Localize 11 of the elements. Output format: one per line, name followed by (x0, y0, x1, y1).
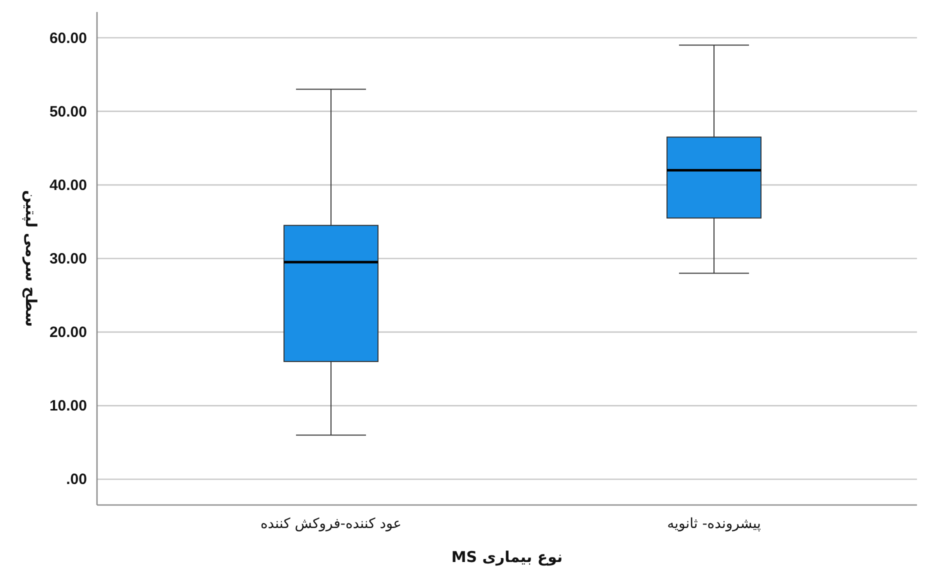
y-tick-label: 10.00 (49, 398, 87, 415)
y-tick-label: .00 (66, 471, 87, 488)
y-tick-label: 60.00 (49, 30, 87, 47)
y-tick-label: 40.00 (49, 176, 87, 194)
x-tick-label: پیشرونده- ثانویه (667, 516, 762, 532)
x-axis-title: نوع بیماری MS (451, 548, 563, 566)
y-axis-title: سطح سرمی لپتین (22, 190, 40, 327)
y-tick-label: 20.00 (49, 324, 87, 342)
x-tick-label: عود کننده-فروکش کننده (260, 516, 402, 532)
y-tick-label: 50.00 (49, 103, 87, 120)
y-tick-label: 30.00 (49, 250, 87, 268)
